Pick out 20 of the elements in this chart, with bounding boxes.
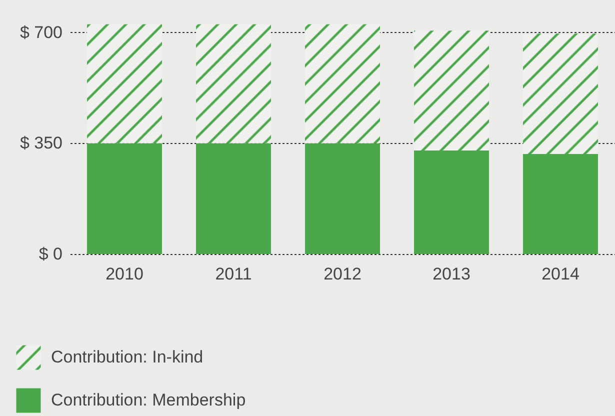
bar <box>523 154 598 254</box>
legend-label: Contribution: Membership <box>51 390 246 410</box>
bar <box>305 143 380 254</box>
x-tick-label: 2012 <box>324 264 362 284</box>
bar <box>414 30 489 151</box>
y-tick-label: $ 700 <box>20 22 62 42</box>
bar <box>87 24 162 144</box>
legend-label: Contribution: In-kind <box>51 348 204 366</box>
x-tick-label: 2013 <box>432 264 470 284</box>
y-tick-label: $ 0 <box>38 244 62 264</box>
bar <box>414 150 489 254</box>
bar <box>305 24 380 144</box>
x-tick-label: 2014 <box>542 264 580 284</box>
bar <box>196 24 271 144</box>
y-tick-label: $ 350 <box>20 134 62 153</box>
bar <box>523 33 598 154</box>
bar <box>87 143 162 254</box>
x-tick-label: 2010 <box>106 264 144 284</box>
bar <box>196 143 271 254</box>
x-tick-label: 2011 <box>215 264 252 284</box>
